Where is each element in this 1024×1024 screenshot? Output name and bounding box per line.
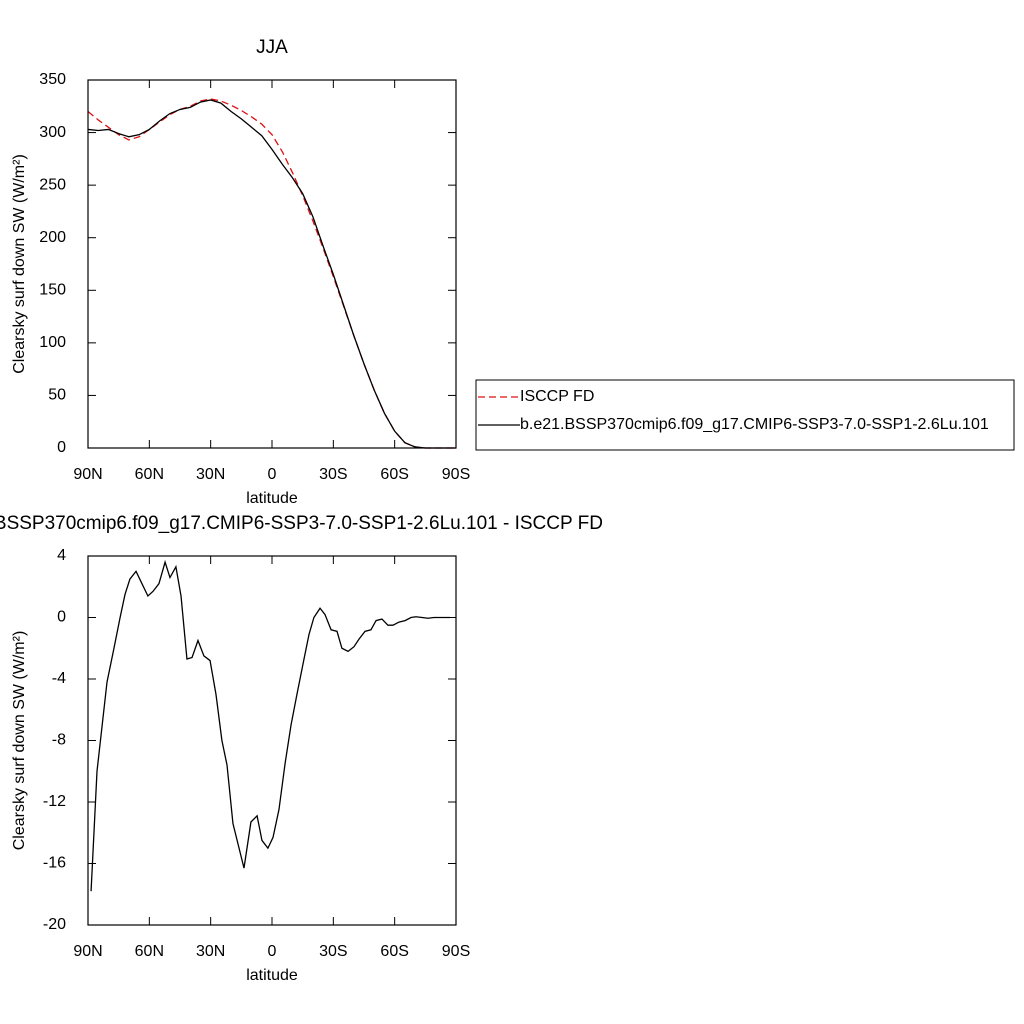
plot-frame	[87, 79, 457, 449]
y-tick-label: -4	[52, 670, 66, 687]
y-axis-label: Clearsky surf down SW (W/m²)	[11, 154, 28, 374]
x-tick-label: 90N	[73, 943, 102, 960]
legend-label: ISCCP FD	[520, 388, 594, 405]
x-tick-label: 60S	[380, 943, 408, 960]
data-line	[87, 98, 456, 449]
x-tick-label: 0	[268, 466, 277, 483]
data-line	[87, 99, 456, 449]
y-tick-label: 0	[57, 609, 66, 626]
data-line	[90, 559, 451, 892]
y-tick-label: -12	[43, 793, 66, 810]
y-tick-label: -8	[52, 732, 66, 749]
x-tick-label: 60N	[135, 943, 164, 960]
x-tick-label: 30N	[196, 466, 225, 483]
x-tick-label: 30S	[319, 943, 347, 960]
y-tick-label: 200	[39, 229, 66, 246]
x-tick-label: 90N	[73, 466, 102, 483]
chart-title: JJA	[256, 37, 288, 58]
y-tick-label: -20	[43, 916, 66, 933]
y-tick-label: 350	[39, 71, 66, 88]
y-tick-label: 150	[39, 282, 66, 299]
y-tick-label: 250	[39, 176, 66, 193]
plot-frame	[87, 555, 457, 926]
y-axis-label: Clearsky surf down SW (W/m²)	[11, 631, 28, 851]
x-tick-label: 90S	[442, 466, 470, 483]
y-tick-label: 0	[57, 439, 66, 456]
y-tick-label: 4	[57, 547, 66, 564]
x-tick-label: 90S	[442, 943, 470, 960]
y-tick-label: 300	[39, 124, 66, 141]
y-tick-label: 100	[39, 334, 66, 351]
y-tick-label: 50	[48, 387, 66, 404]
x-axis-label: latitude	[246, 490, 298, 507]
x-tick-label: 60N	[135, 466, 164, 483]
legend-label: b.e21.BSSP370cmip6.f09_g17.CMIP6-SSP3-7.…	[520, 416, 989, 433]
x-tick-label: 30N	[196, 943, 225, 960]
x-tick-label: 30S	[319, 466, 347, 483]
legend-box	[475, 379, 1015, 451]
y-tick-label: -16	[43, 855, 66, 872]
x-tick-label: 60S	[380, 466, 408, 483]
x-axis-label: latitude	[246, 967, 298, 984]
chart-title: b.e21.BSSP370cmip6.f09_g17.CMIP6-SSP3-7.…	[0, 513, 603, 534]
x-tick-label: 0	[268, 943, 277, 960]
